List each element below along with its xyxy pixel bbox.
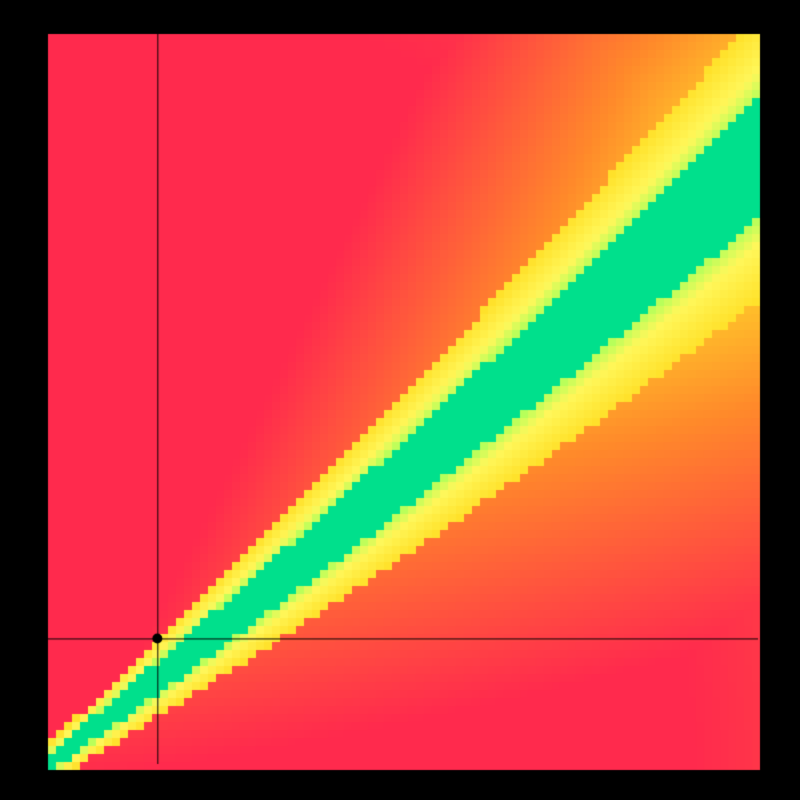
heatmap-canvas xyxy=(0,0,800,800)
chart-container: TheBottleneck.com xyxy=(0,0,800,800)
